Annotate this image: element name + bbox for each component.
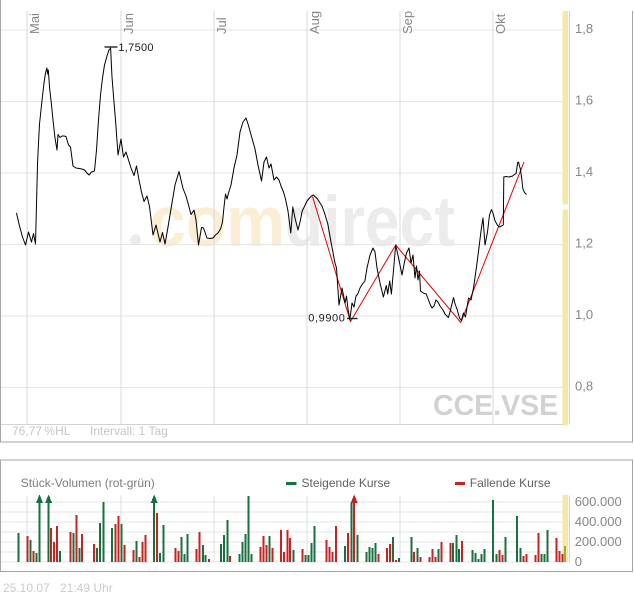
svg-text:com: com [149, 183, 285, 262]
svg-text:Steigende Kurse: Steigende Kurse [302, 476, 391, 490]
svg-text:Mai: Mai [27, 13, 42, 34]
svg-text:200.000: 200.000 [575, 534, 622, 549]
svg-text:600.000: 600.000 [575, 494, 622, 509]
svg-text:Stück-Volumen (rot-grün): Stück-Volumen (rot-grün) [21, 476, 155, 490]
svg-text:76,77 %HL: 76,77 %HL [12, 424, 71, 438]
svg-text:Intervall: 1 Tag: Intervall: 1 Tag [90, 424, 168, 438]
svg-text:1,0: 1,0 [575, 307, 593, 322]
svg-text:21:49 Uhr: 21:49 Uhr [60, 581, 113, 595]
svg-text:Fallende Kurse: Fallende Kurse [470, 476, 551, 490]
svg-text:1,4: 1,4 [575, 164, 593, 179]
svg-text:Aug: Aug [307, 11, 322, 34]
svg-text:400.000: 400.000 [575, 514, 622, 529]
svg-text:25.10.07: 25.10.07 [3, 581, 50, 595]
svg-text:0,9900: 0,9900 [308, 313, 345, 325]
svg-text:0,8: 0,8 [575, 379, 593, 394]
svg-text:Okt: Okt [493, 13, 508, 34]
svg-text:0: 0 [575, 554, 582, 569]
svg-text:Jun: Jun [121, 13, 136, 34]
svg-text:1,8: 1,8 [575, 21, 593, 36]
svg-text:1,2: 1,2 [575, 236, 593, 251]
svg-text:direct: direct [285, 183, 455, 262]
svg-text:1,6: 1,6 [575, 93, 593, 108]
svg-text:Jul: Jul [214, 17, 229, 34]
svg-text:CCE.VSE: CCE.VSE [433, 390, 558, 422]
svg-text:Sep: Sep [400, 11, 415, 34]
svg-text:1,7500: 1,7500 [118, 42, 153, 54]
